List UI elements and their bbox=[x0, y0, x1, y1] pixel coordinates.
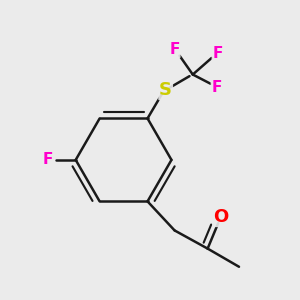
Text: F: F bbox=[42, 152, 53, 167]
Text: F: F bbox=[212, 80, 222, 94]
Text: S: S bbox=[159, 81, 172, 99]
Text: F: F bbox=[169, 42, 180, 57]
Text: O: O bbox=[213, 208, 229, 226]
Text: F: F bbox=[212, 46, 223, 61]
